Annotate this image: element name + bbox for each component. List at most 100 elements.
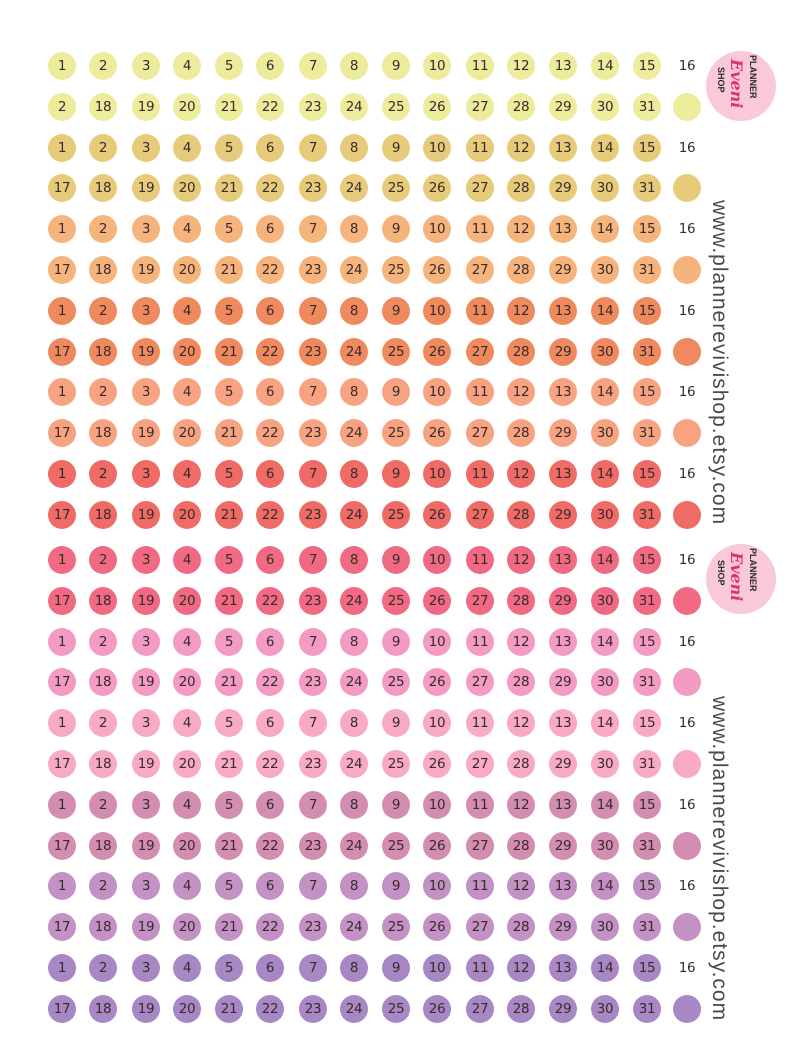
number-dot: 25 — [382, 587, 410, 615]
number-dot: 31 — [633, 668, 661, 696]
number-dot: 23 — [299, 750, 327, 778]
number-dot: 28 — [507, 419, 535, 447]
number-dot: 24 — [340, 93, 368, 121]
number-dot: 4 — [173, 791, 201, 819]
number-dot: 15 — [633, 460, 661, 488]
logo-line2: SHOP — [716, 560, 726, 586]
number-dot: 2 — [89, 709, 117, 737]
number-dot: 22 — [256, 995, 284, 1023]
number-dot: 3 — [132, 134, 160, 162]
number-dot: 16 — [673, 791, 701, 819]
number-dot: 31 — [633, 419, 661, 447]
number-dot: 10 — [423, 709, 451, 737]
number-dot: 15 — [633, 628, 661, 656]
number-dot: 8 — [340, 378, 368, 406]
number-dot: 25 — [382, 93, 410, 121]
number-dot: 21 — [215, 668, 243, 696]
number-dot: 8 — [340, 460, 368, 488]
number-dot: 13 — [549, 709, 577, 737]
number-dot: 9 — [382, 297, 410, 325]
number-dot: 26 — [423, 174, 451, 202]
number-dot: 9 — [382, 546, 410, 574]
number-dot: 30 — [591, 750, 619, 778]
number-dot: 24 — [340, 587, 368, 615]
number-dot: 17 — [48, 174, 76, 202]
number-dot: 14 — [591, 791, 619, 819]
number-dot: 13 — [549, 378, 577, 406]
number-dot: 21 — [215, 832, 243, 860]
number-dot: 2 — [89, 134, 117, 162]
number-dot: 16 — [673, 134, 701, 162]
number-dot: 1 — [48, 546, 76, 574]
number-dot: 21 — [215, 995, 243, 1023]
number-dot: 7 — [299, 872, 327, 900]
number-dot: 1 — [48, 378, 76, 406]
number-dot: 22 — [256, 750, 284, 778]
number-dot: 9 — [382, 628, 410, 656]
number-dot: 12 — [507, 628, 535, 656]
number-dot: 21 — [215, 750, 243, 778]
number-dot: 28 — [507, 174, 535, 202]
number-dot: 7 — [299, 460, 327, 488]
number-dot: 1 — [48, 460, 76, 488]
number-dot: 4 — [173, 378, 201, 406]
number-dot: 6 — [256, 52, 284, 80]
number-dot: 8 — [340, 215, 368, 243]
number-dot: 4 — [173, 134, 201, 162]
number-dot: 5 — [215, 297, 243, 325]
number-dot: 6 — [256, 460, 284, 488]
number-dot: 26 — [423, 256, 451, 284]
number-dot: 10 — [423, 628, 451, 656]
number-dot: 5 — [215, 460, 243, 488]
number-dot: 6 — [256, 954, 284, 982]
number-dot: 30 — [591, 668, 619, 696]
number-dot: 11 — [466, 460, 494, 488]
number-dot: 20 — [173, 174, 201, 202]
number-dot: 3 — [132, 460, 160, 488]
number-dot: 1 — [48, 872, 76, 900]
number-dot: 19 — [132, 750, 160, 778]
number-dot: 16 — [673, 460, 701, 488]
number-dot: 27 — [466, 501, 494, 529]
number-dot: 24 — [340, 668, 368, 696]
number-dot: 18 — [89, 256, 117, 284]
number-dot: 25 — [382, 913, 410, 941]
number-dot: 29 — [549, 587, 577, 615]
number-dot: 8 — [340, 954, 368, 982]
number-dot: 25 — [382, 750, 410, 778]
number-dot: 17 — [48, 832, 76, 860]
number-dot: 21 — [215, 256, 243, 284]
number-dot: 2 — [89, 954, 117, 982]
number-dot: 20 — [173, 668, 201, 696]
number-dot: 4 — [173, 297, 201, 325]
number-dot: 14 — [591, 872, 619, 900]
number-dot: 12 — [507, 378, 535, 406]
number-dot: 8 — [340, 297, 368, 325]
number-dot: 23 — [299, 338, 327, 366]
number-dot: 31 — [633, 913, 661, 941]
number-dot: 15 — [633, 297, 661, 325]
logo-line2: SHOP — [716, 67, 726, 93]
number-dot: 29 — [549, 995, 577, 1023]
number-dot: 21 — [215, 501, 243, 529]
number-dot: 2 — [89, 460, 117, 488]
number-dot: 13 — [549, 215, 577, 243]
number-dot: 1 — [48, 297, 76, 325]
number-dot: 26 — [423, 419, 451, 447]
number-dot: 11 — [466, 872, 494, 900]
number-dot: 9 — [382, 954, 410, 982]
number-dot: 26 — [423, 668, 451, 696]
number-dot: 26 — [423, 750, 451, 778]
number-dot: 5 — [215, 378, 243, 406]
number-dot: 31 — [633, 174, 661, 202]
number-dot: 8 — [340, 52, 368, 80]
number-dot: 11 — [466, 954, 494, 982]
number-dot: 6 — [256, 215, 284, 243]
number-dot: 9 — [382, 872, 410, 900]
number-dot: 12 — [507, 954, 535, 982]
number-dot: 25 — [382, 174, 410, 202]
number-dot: 2 — [89, 546, 117, 574]
shop-url: www.plannerevivishop.etsy.com — [708, 696, 731, 1022]
number-dot: 7 — [299, 546, 327, 574]
number-dot: 3 — [132, 954, 160, 982]
